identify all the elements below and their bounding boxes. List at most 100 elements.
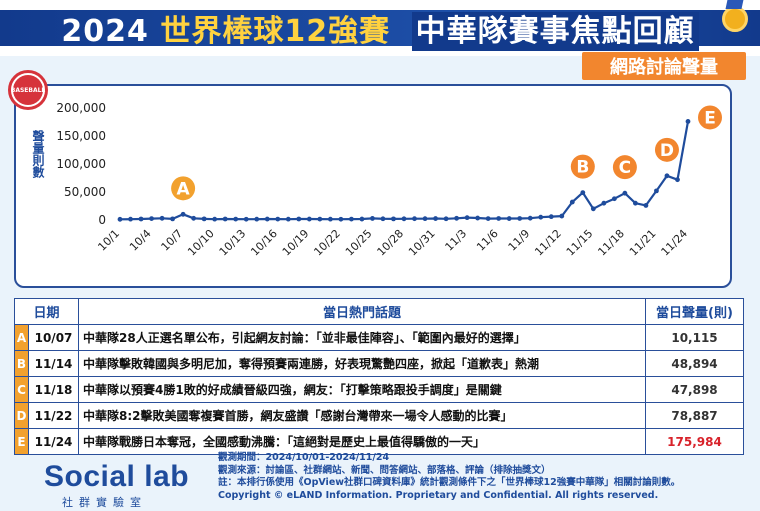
row-volume: 78,887 [645,402,744,429]
x-tick-label: 10/31 [406,227,438,259]
x-tick-label: 11/21 [627,227,659,259]
x-tick-label: 10/4 [127,227,154,254]
row-date: 11/22 [28,402,79,429]
note-period: 觀測期間：2024/10/01-2024/11/24 [218,452,390,463]
x-tick-label: 10/1 [95,227,122,254]
data-point [317,216,323,222]
note-remark: 註：本排行係使用《OpView社群口碑資料庫》統計觀測條件下之「世界棒球12強賽… [218,477,681,488]
row-key: E [14,428,29,455]
x-tick-label: 10/16 [248,227,280,259]
data-point [285,216,291,222]
x-tick-label: 11/3 [443,227,470,254]
row-topic: 中華隊8:2擊敗美國奪複賽首勝，網友盛讚「感謝台灣帶來一場令人感動的比賽」 [78,402,646,429]
data-point [128,216,133,222]
row-date: 10/07 [28,324,79,351]
annotation-label: C [619,158,631,178]
social-lab-logo: Social lab [44,460,190,493]
data-point [159,215,165,221]
y-tick-label: 150,000 [56,129,106,143]
row-topic: 中華隊擊敗韓國與多明尼加，奪得預賽兩連勝，好表現驚艷四座，掀起「道歉表」熱潮 [78,350,646,377]
x-tick-label: 10/22 [311,227,343,259]
hot-topics-table: 日期 當日熱門話題 當日聲量(則) A 10/07 中華隊28人正選名單公布，引… [14,298,744,455]
annotation-label: D [660,141,674,161]
data-point [643,203,649,208]
annotation-label: B [576,158,589,178]
data-point [569,199,575,205]
annotation-marker [698,105,722,130]
data-point [412,216,417,222]
x-tick-label: 10/13 [217,227,249,259]
row-volume: 10,115 [645,324,744,351]
chart-card [14,84,732,288]
table-row: B 11/14 中華隊擊敗韓國與多明尼加，奪得預賽兩連勝，好表現驚艷四座，掀起「… [14,350,744,377]
data-point [275,216,281,222]
data-point [349,216,354,222]
row-key: A [14,324,29,351]
data-point [654,188,659,194]
data-point [675,177,680,183]
row-date: 11/18 [28,376,79,403]
x-tick-label: 11/9 [506,227,533,254]
data-point [527,215,533,221]
x-tick-label: 10/7 [159,227,186,254]
data-point [391,216,396,222]
y-tick-label: 100,000 [56,157,106,171]
row-volume: 47,898 [645,376,744,403]
data-point [433,216,438,221]
data-point [601,200,607,206]
data-point [359,216,365,222]
data-point [580,190,586,196]
data-point [180,211,186,217]
data-point [485,216,491,222]
y-axis-label: 聲量則數 [31,130,45,178]
data-point [117,216,123,222]
row-date: 11/24 [28,428,79,455]
x-tick-label: 10/10 [185,227,217,259]
annotation-marker [654,137,679,162]
table-header-row: 日期 當日熱門話題 當日聲量(則) [14,298,744,325]
line-chart: 0 50,000 100,000 150,000 200,000 10/1 10/4 10/7… [56,101,722,259]
header-volume: 當日聲量(則) [645,298,744,325]
annotation-marker [612,155,637,180]
x-tick-label: 11/12 [532,227,564,259]
row-topic: 中華隊戰勝日本奪冠，全國感動沸騰：「這絕對是歷史上最值得驕傲的一天」 [78,428,646,455]
data-point [475,215,481,221]
data-point [548,214,554,220]
x-tick-label: 11/15 [564,227,596,259]
row-topic: 中華隊28人正選名單公布，引起網友討論：「並非最佳陣容」、「範圍內最好的選擇」 [78,324,646,351]
header-date: 日期 [14,298,79,325]
subtitle-label: 網路討論聲量 [582,52,746,80]
row-key: D [14,402,29,429]
annotation-label: E [704,108,716,128]
x-tick-label: 11/24 [659,227,691,259]
table-row: A 10/07 中華隊28人正選名單公布，引起網友討論：「並非最佳陣容」、「範圍… [14,324,744,351]
data-point [664,173,670,179]
data-point [496,216,502,221]
footer-notes: 觀測期間：2024/10/01-2024/11/24 觀測來源：討論區、社群網站… [218,452,758,502]
data-point [538,214,544,220]
note-copyright: Copyright © eLAND Information. Proprieta… [218,489,659,501]
data-point [370,216,375,221]
row-volume: 175,984 [645,428,744,455]
row-date: 11/14 [28,350,79,377]
data-point [685,119,691,124]
x-tick-label: 10/25 [343,227,375,259]
data-point [517,216,523,221]
data-point [233,216,239,222]
data-point [633,200,638,206]
title-text: 中華隊賽事焦點回顧 [411,12,699,51]
row-volume: 48,894 [645,350,744,377]
data-point [222,216,228,222]
page-title: 2024 世界棒球12強賽 中華隊賽事焦點回顧 [0,3,760,53]
medal-icon [722,6,748,32]
data-point [559,213,565,219]
x-tick-label: 10/28 [375,227,407,259]
data-point [590,206,596,212]
data-point [464,215,470,221]
y-tick-label: 50,000 [64,185,106,199]
data-point [191,215,197,221]
data-point [338,216,344,222]
baseball-badge-icon: BASEBALL [8,70,48,110]
data-point [401,216,407,222]
row-key: B [14,350,29,377]
